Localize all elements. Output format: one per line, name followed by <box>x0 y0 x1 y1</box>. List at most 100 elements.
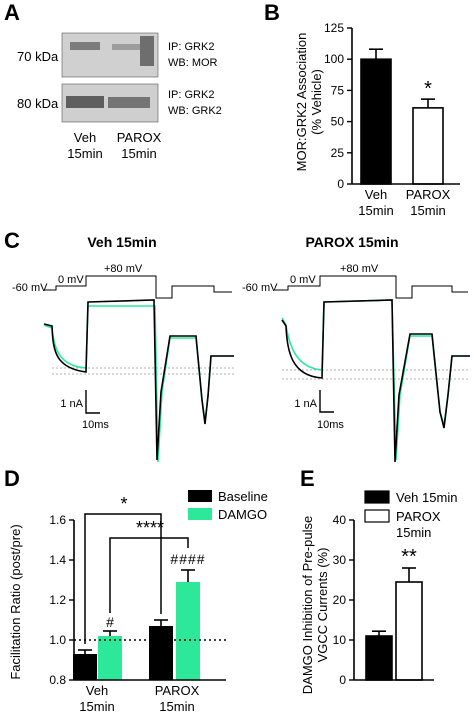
d-legend: Baseline DAMGO <box>188 489 268 522</box>
d-legend-label: Baseline <box>218 489 268 504</box>
b-y-tick-label: 50 <box>331 115 345 129</box>
d-n-label: 10 <box>154 664 168 678</box>
d-y-tick-label: 1.6 <box>49 513 66 527</box>
e-y-axis-label-line1: DAMGO Inhibition of Pre-pulse <box>300 516 315 694</box>
trace-baseline-veh <box>43 299 234 461</box>
scale-x-veh: 10ms <box>82 419 109 431</box>
b-n-label: 4 <box>373 166 380 180</box>
d-legend-swatch <box>188 490 212 502</box>
e-y-tick-label: 20 <box>333 593 347 607</box>
b-y-tick-label: 0 <box>337 177 344 191</box>
d-x-tick-label: 15min <box>79 699 114 714</box>
b-y-tick-label: 75 <box>331 83 345 97</box>
e-legend-label: Veh 15min <box>396 490 457 505</box>
panel-b-label: B <box>264 0 280 25</box>
e-legend-label: PAROX <box>396 509 441 524</box>
scale-y-parox: 1 nA <box>294 398 317 410</box>
d-bar-damgo <box>176 582 200 680</box>
lane-veh-line2: 15min <box>67 146 102 161</box>
e-bar <box>365 635 393 681</box>
voltage-protocol-parox: -60 mV 0 mV +80 mV <box>242 263 468 299</box>
chart-d: 0.81.01.21.41.6 10 10Veh15minPAROX15min##… <box>8 489 268 714</box>
d-bar-baseline <box>73 654 97 680</box>
panel-c-label: C <box>4 228 20 253</box>
mw-80-label: 80 kDa <box>17 96 59 111</box>
lane-parox-line2: 15min <box>121 146 156 161</box>
trace-title-veh: Veh 15min <box>87 234 156 250</box>
b-y-tick-label: 100 <box>324 52 344 66</box>
protocol-step2-veh: +80 mV <box>104 263 143 275</box>
trace-damgo-parox <box>281 299 470 461</box>
scale-y-veh: 1 nA <box>60 398 83 410</box>
d-y-tick-label: 1.0 <box>49 633 66 647</box>
blot1-ip-label: IP: GRK2 <box>168 41 214 53</box>
western-blot-mor <box>61 32 159 78</box>
d-bar-damgo <box>98 636 122 680</box>
panel-e-label: E <box>300 466 315 491</box>
scale-x-parox: 10ms <box>317 419 344 431</box>
d-y-tick-label: 1.4 <box>49 553 66 567</box>
b-x-tick-label: PAROX <box>406 187 451 202</box>
voltage-protocol-veh: -60 mV 0 mV +80 mV <box>12 263 232 299</box>
e-y-tick-label: 30 <box>333 553 347 567</box>
panel-d-label: D <box>4 466 20 491</box>
d-n-label: 10 <box>78 664 92 678</box>
trace-baseline-parox <box>281 299 470 463</box>
e-y-tick-label: 40 <box>333 513 347 527</box>
b-significance: * <box>424 78 432 100</box>
panel-a-label: A <box>4 0 20 25</box>
d-y-axis-label: Facilitation Ratio (post/pre) <box>8 524 23 679</box>
e-legend-label: 15min <box>396 525 431 540</box>
b-x-tick-label: 15min <box>358 203 393 218</box>
lane-parox-line1: PAROX <box>117 130 162 145</box>
d-bracket-bottom-label: **** <box>136 518 164 538</box>
d-bracket-top-label: * <box>120 494 127 514</box>
b-y-tick-label: 25 <box>331 146 345 160</box>
d-y-tick-label: 1.2 <box>49 593 66 607</box>
e-y-axis-label-line2: VGCC Currents (%) <box>315 548 330 663</box>
d-legend-swatch <box>188 508 212 520</box>
e-bar <box>395 581 423 681</box>
trace-damgo-veh <box>43 305 234 463</box>
d-bar-baseline <box>149 626 173 680</box>
d-x-tick-label: PAROX <box>155 683 200 698</box>
d-significance-brackets: ***** <box>84 494 189 644</box>
d-mark-parox-damgo: #### <box>170 551 205 567</box>
current-traces-parox: 1 nA 10ms <box>281 299 470 463</box>
lane-veh-line1: Veh <box>74 130 96 145</box>
d-y-tick-label: 0.8 <box>49 673 66 687</box>
d-bracket-top <box>84 513 162 644</box>
western-blot-grk2 <box>61 83 159 123</box>
blot2-ip-label: IP: GRK2 <box>168 89 214 101</box>
d-x-tick-label: 15min <box>159 699 194 714</box>
protocol-hold-veh: -60 mV <box>12 282 48 294</box>
d-legend-label: DAMGO <box>218 507 267 522</box>
b-x-tick-label: 15min <box>410 203 445 218</box>
e-y-tick-label: 10 <box>333 633 347 647</box>
current-traces-veh: 1 nA 10ms <box>43 299 236 463</box>
chart-e: 0 10 20 30 40 ** DAMGO Inhibition of Pre-pul… <box>300 490 457 694</box>
d-bracket-bottom <box>109 537 189 613</box>
e-legend-swatch <box>364 490 390 504</box>
e-significance: ** <box>401 546 417 568</box>
protocol-step1-parox: 0 mV <box>290 274 316 286</box>
protocol-hold-parox: -60 mV <box>242 282 278 294</box>
b-bar <box>412 107 444 185</box>
protocol-step2-parox: +80 mV <box>340 263 379 275</box>
protocol-step1-veh: 0 mV <box>58 274 84 286</box>
blot1-wb-label: WB: MOR <box>168 57 218 69</box>
e-legend-swatch <box>364 509 390 523</box>
b-y-tick-label: 125 <box>324 21 344 35</box>
d-x-tick-label: Veh <box>86 683 108 698</box>
d-mark-veh-damgo: # <box>106 614 114 630</box>
e-y-tick-label: 0 <box>339 673 346 687</box>
b-x-tick-label: Veh <box>365 187 387 202</box>
mw-70-label: 70 kDa <box>17 49 59 64</box>
b-bar <box>360 58 392 185</box>
b-y-axis-label-line2: (% Vehicle) <box>309 69 324 135</box>
trace-title-parox: PAROX 15min <box>305 234 398 250</box>
blot2-wb-label: WB: GRK2 <box>168 105 222 117</box>
